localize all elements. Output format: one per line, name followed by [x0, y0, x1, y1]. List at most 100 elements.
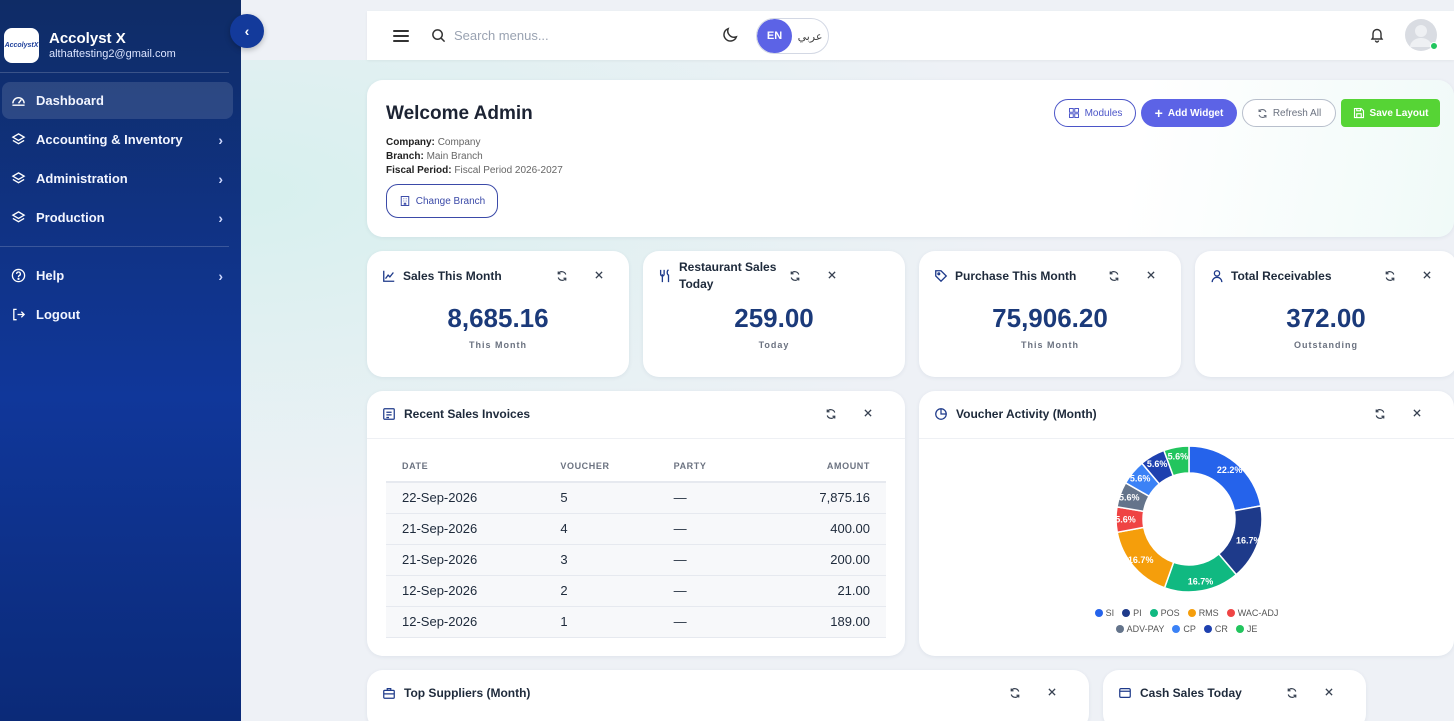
refresh-icon[interactable] — [1108, 270, 1120, 282]
legend-label: SI — [1105, 608, 1115, 618]
legend-item[interactable]: CR — [1203, 624, 1228, 634]
close-icon[interactable] — [1146, 270, 1156, 282]
fiscal-label: Fiscal Period: — [386, 165, 452, 176]
lang-ar-option[interactable]: عربي — [797, 30, 823, 43]
close-icon[interactable] — [827, 270, 837, 282]
legend-item[interactable]: PI — [1122, 608, 1142, 618]
table-row[interactable]: 22-Sep-2026 5 — 7,875.16 — [386, 482, 886, 514]
legend-item[interactable]: RMS — [1187, 608, 1219, 618]
save-layout-label: Save Layout — [1369, 107, 1429, 119]
refresh-icon[interactable] — [1286, 687, 1298, 699]
avatar[interactable] — [1405, 19, 1438, 51]
layers-icon — [10, 210, 26, 226]
chevron-right-icon: › — [218, 209, 223, 226]
change-branch-button[interactable]: Change Branch — [386, 184, 498, 218]
refresh-all-button[interactable]: Refresh All — [1242, 99, 1336, 127]
donut-slice-label: 16.7% — [1128, 555, 1154, 565]
close-icon[interactable] — [863, 408, 873, 420]
close-icon[interactable] — [1422, 270, 1432, 282]
stat-subtitle: Today — [758, 340, 790, 350]
welcome-card: Welcome Admin Company: Company Branch: M… — [367, 80, 1454, 237]
refresh-icon[interactable] — [825, 408, 837, 420]
save-layout-button[interactable]: Save Layout — [1341, 99, 1440, 127]
panel-title: Recent Sales Invoices — [404, 407, 531, 421]
donut-slice-je[interactable] — [1162, 445, 1190, 477]
lang-en-option[interactable]: EN — [757, 19, 792, 53]
sidebar-item-dashboard[interactable]: Dashboard — [2, 82, 233, 119]
brand-email: althaftesting2@gmail.com — [49, 48, 176, 60]
close-icon[interactable] — [1324, 687, 1334, 699]
refresh-icon[interactable] — [1384, 270, 1396, 282]
legend-swatch — [1203, 625, 1212, 633]
cell-date: 21-Sep-2026 — [386, 544, 545, 576]
refresh-icon[interactable] — [556, 270, 568, 282]
legend-item[interactable]: WAC-ADJ — [1226, 608, 1279, 618]
stat-card-sales-month: Sales This Month 8,685.16 This Month — [367, 251, 629, 377]
recent-sales-invoices-panel: Recent Sales Invoices DATE VOUCHER PARTY… — [367, 391, 905, 656]
cell-amount: 200.00 — [742, 544, 886, 576]
search-icon — [431, 28, 446, 43]
sidebar-item-production[interactable]: Production › — [2, 199, 233, 236]
chart-legend: ADV-PAY CP CR JE — [919, 624, 1454, 634]
sidebar: AccolystX Accolyst X althaftesting2@gmai… — [0, 0, 241, 721]
hamburger-menu-icon[interactable] — [393, 29, 409, 42]
legend-item[interactable]: SI — [1094, 608, 1115, 618]
sidebar-collapse-button[interactable]: ‹ — [230, 14, 264, 48]
brand-name: Accolyst X — [49, 30, 126, 47]
legend-label: POS — [1160, 608, 1180, 618]
column-header[interactable]: AMOUNT — [742, 451, 886, 483]
sidebar-item-label: Help — [36, 268, 65, 283]
stat-card-restaurant-sales: Restaurant Sales Today 259.00 Today — [643, 251, 905, 377]
cell-amount: 189.00 — [742, 606, 886, 638]
sidebar-divider — [0, 246, 229, 247]
stat-value: 8,685.16 — [447, 303, 549, 333]
cell-voucher: 2 — [544, 575, 658, 607]
bell-icon[interactable] — [1369, 26, 1385, 43]
table-row[interactable]: 12-Sep-2026 1 — 189.00 — [386, 606, 886, 638]
voucher-activity-panel: Voucher Activity (Month) 22.2% 16.7% 16.7%… — [919, 391, 1454, 656]
table-row[interactable]: 21-Sep-2026 3 — 200.00 — [386, 544, 886, 576]
cell-amount: 400.00 — [742, 513, 886, 545]
branch-value: Main Branch — [426, 151, 483, 162]
dark-mode-icon[interactable] — [722, 26, 739, 43]
search-input[interactable] — [454, 28, 704, 43]
legend-swatch — [1149, 609, 1158, 617]
refresh-icon[interactable] — [789, 270, 801, 282]
cell-voucher: 4 — [544, 513, 658, 545]
utensils-icon — [658, 269, 672, 283]
sidebar-item-logout[interactable]: Logout — [2, 296, 233, 333]
column-header[interactable]: VOUCHER — [544, 451, 658, 483]
donut-slice-si[interactable] — [1188, 445, 1262, 512]
close-icon[interactable] — [594, 270, 604, 282]
language-toggle[interactable]: EN عربي — [756, 18, 829, 54]
cell-party: — — [657, 482, 743, 514]
sidebar-item-label: Accounting & Inventory — [36, 132, 183, 147]
donut-slice-label: 5.6% — [1147, 459, 1168, 469]
sidebar-item-accounting-inventory[interactable]: Accounting & Inventory › — [2, 121, 233, 158]
refresh-icon — [1257, 108, 1268, 119]
sidebar-item-help[interactable]: Help › — [2, 257, 233, 294]
close-icon[interactable] — [1412, 408, 1422, 420]
sidebar-item-administration[interactable]: Administration › — [2, 160, 233, 197]
add-widget-button[interactable]: + Add Widget — [1141, 99, 1237, 127]
legend-item[interactable]: CP — [1172, 624, 1196, 634]
stat-card-total-receivables: Total Receivables 372.00 Outstanding — [1195, 251, 1454, 377]
chevron-right-icon: › — [218, 267, 223, 284]
panel-divider — [919, 438, 1454, 439]
column-header[interactable]: PARTY — [657, 451, 743, 483]
stat-value: 259.00 — [734, 303, 814, 333]
refresh-icon[interactable] — [1374, 408, 1386, 420]
legend-item[interactable]: JE — [1235, 624, 1257, 634]
modules-button[interactable]: Modules — [1054, 99, 1136, 127]
legend-label: WAC-ADJ — [1237, 608, 1279, 618]
legend-item[interactable]: ADV-PAY — [1115, 624, 1164, 634]
legend-swatch — [1187, 609, 1196, 617]
table-row[interactable]: 21-Sep-2026 4 — 400.00 — [386, 513, 886, 545]
legend-label: RMS — [1198, 608, 1219, 618]
close-icon[interactable] — [1047, 687, 1057, 699]
table-row[interactable]: 12-Sep-2026 2 — 21.00 — [386, 575, 886, 607]
legend-item[interactable]: POS — [1149, 608, 1180, 618]
column-header[interactable]: DATE — [386, 451, 545, 483]
legend-label: PI — [1133, 608, 1142, 618]
refresh-icon[interactable] — [1009, 687, 1021, 699]
